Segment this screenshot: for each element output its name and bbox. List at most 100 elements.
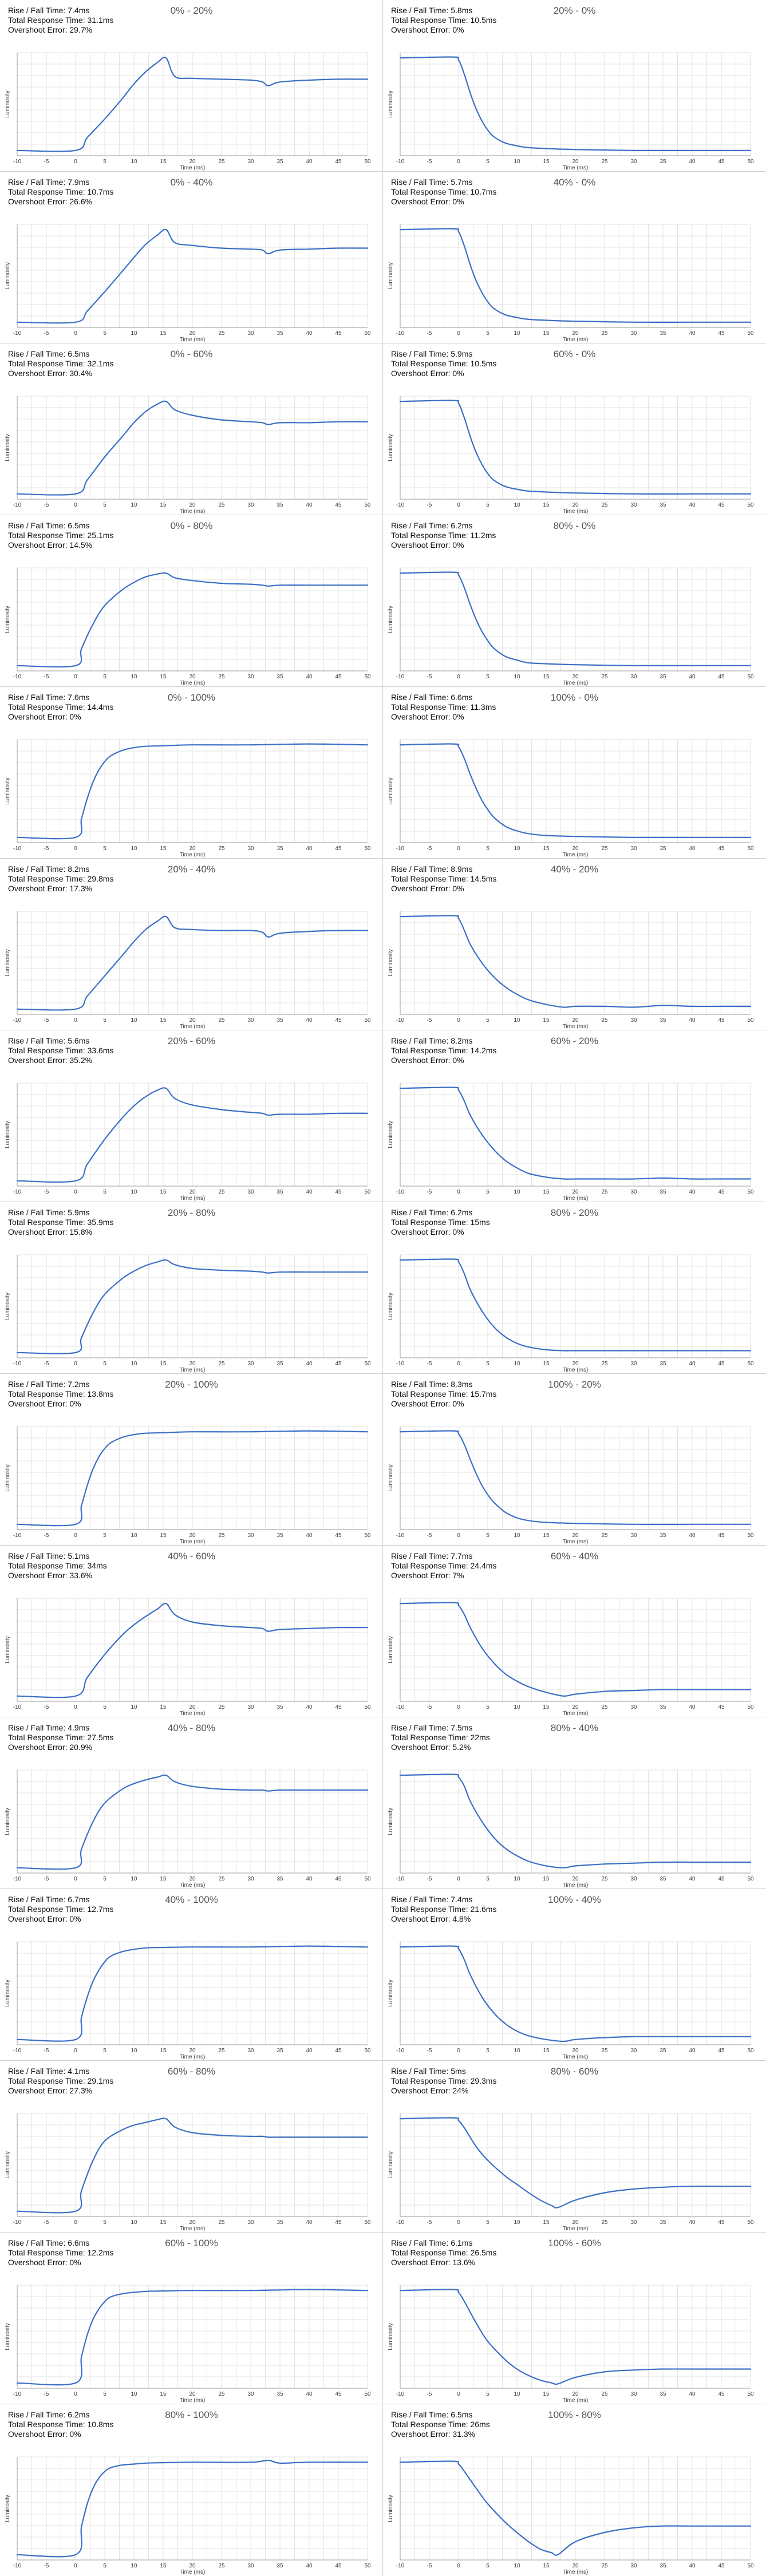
stat-line: Total Response Time: 12.2ms: [8, 2248, 114, 2257]
x-tick-label: 40: [689, 1189, 696, 1195]
luminosity-series-line: [399, 2289, 752, 2385]
x-axis-label: Time (ms): [563, 1882, 589, 1888]
x-tick-label: 45: [718, 1017, 725, 1024]
x-tick-label: 20: [572, 159, 579, 165]
x-tick-label: 25: [601, 502, 608, 508]
x-tick-label: 30: [630, 2048, 637, 2054]
x-axis-label: Time (ms): [563, 2226, 589, 2232]
x-tick-label: 20: [189, 159, 196, 165]
x-tick-label: 30: [247, 2219, 254, 2226]
x-tick-label: 50: [747, 1532, 754, 1539]
chart-title: 40% - 60%: [167, 1551, 216, 1562]
x-tick-label: 25: [218, 1532, 225, 1539]
x-tick-label: 40: [306, 330, 313, 337]
x-tick-label: 5: [103, 1189, 106, 1195]
response-stats: Rise / Fall Time: 8.2ms Total Response Ti…: [8, 864, 113, 894]
response-stats: Rise / Fall Time: 7.5ms Total Response Ti…: [391, 1723, 490, 1752]
x-tick-label: 30: [247, 502, 254, 508]
x-tick-label: 15: [160, 1189, 167, 1195]
x-tick-label: 25: [218, 330, 225, 337]
stat-line: Total Response Time: 22ms: [391, 1733, 490, 1742]
x-tick-label: 25: [218, 1704, 225, 1710]
x-tick-label: 15: [543, 1876, 550, 1882]
x-tick-label: 30: [247, 2048, 254, 2054]
y-axis-label: Luminosity: [5, 1636, 11, 1664]
x-tick-label: 0: [457, 846, 460, 852]
x-tick-label: 5: [103, 2391, 106, 2397]
response-stats: Rise / Fall Time: 6.2ms Total Response Ti…: [8, 2410, 113, 2439]
chart-panel: Rise / Fall Time: 6.2ms Total Response Ti…: [0, 2404, 383, 2576]
line-chart: -10 -5 0 5 10 15 20 25 30 35 40 45 50 Time (ms) Lumino…: [388, 1598, 754, 1717]
response-stats: Rise / Fall Time: 6.6ms Total Response Ti…: [391, 693, 496, 722]
x-tick-label: 50: [364, 1189, 371, 1195]
x-tick-label: 25: [218, 1017, 225, 1024]
stat-line: Overshoot Error: 26.6%: [8, 197, 93, 206]
gridlines: [17, 2113, 368, 2217]
x-axis-label: Time (ms): [563, 165, 589, 171]
x-tick-label: 45: [718, 1532, 725, 1539]
x-tick-label: 40: [689, 846, 696, 852]
x-tick-label: 50: [364, 2391, 371, 2397]
x-tick-label: 5: [486, 159, 489, 165]
x-tick-label: 30: [630, 1361, 637, 1367]
x-tick-label: 10: [514, 2563, 520, 2569]
gridlines: [17, 2285, 368, 2389]
x-tick-label: 45: [335, 330, 342, 337]
chart-title: 60% - 40%: [550, 1551, 599, 1562]
stat-line: Overshoot Error: 0%: [391, 25, 464, 34]
luminosity-series-line: [399, 1773, 752, 1868]
x-tick-label: 0: [74, 2391, 77, 2397]
x-tick-label: 20: [572, 2048, 579, 2054]
luminosity-series-line: [399, 228, 752, 323]
x-tick-label: 5: [486, 2048, 489, 2054]
luminosity-series-line: [399, 1430, 752, 1525]
x-tick-label: 5: [103, 1017, 106, 1024]
x-tick-label: 35: [660, 1532, 666, 1539]
line-chart: -10 -5 0 5 10 15 20 25 30 35 40 45 50 Time (ms) Lumino…: [388, 1426, 754, 1545]
chart-title: 100% - 20%: [548, 1379, 601, 1390]
stat-line: Total Response Time: 27.5ms: [8, 1733, 114, 1742]
chart-panel: Rise / Fall Time: 7.6ms Total Response Ti…: [0, 687, 383, 859]
stat-line: Total Response Time: 15ms: [391, 1218, 490, 1227]
chart-title: 100% - 80%: [548, 2409, 601, 2420]
chart-panel: Rise / Fall Time: 4.9ms Total Response Ti…: [0, 1717, 383, 1889]
luminosity-series-line: [16, 400, 369, 496]
chart-panel: Rise / Fall Time: 8.3ms Total Response Ti…: [383, 1374, 766, 1546]
x-tick-label: 45: [718, 674, 725, 680]
x-tick-label: 45: [335, 1017, 342, 1024]
x-tick-label: 40: [689, 159, 696, 165]
x-tick-label: 45: [718, 2391, 725, 2397]
stat-line: Total Response Time: 13.8ms: [8, 1389, 114, 1398]
response-stats: Rise / Fall Time: 6.5ms Total Response Ti…: [8, 521, 113, 550]
x-tick-label: 35: [660, 1017, 666, 1024]
x-tick-label: 20: [572, 1876, 579, 1882]
x-tick-label: -5: [427, 502, 432, 508]
x-tick-label: 50: [364, 1876, 371, 1882]
x-tick-label: 50: [364, 674, 371, 680]
x-tick-label: 20: [189, 1189, 196, 1195]
line-chart: -10 -5 0 5 10 15 20 25 30 35 40 45 50 Time (ms) Lumino…: [5, 1082, 371, 1202]
y-axis-label: Luminosity: [5, 606, 11, 633]
x-tick-label: 40: [689, 2219, 696, 2226]
y-axis-label: Luminosity: [388, 1980, 394, 2007]
stat-line: Total Response Time: 25.1ms: [8, 531, 114, 540]
stat-line: Overshoot Error: 0%: [8, 1914, 81, 1923]
chart-title: 100% - 0%: [550, 692, 599, 703]
stat-line: Total Response Time: 32.1ms: [8, 359, 114, 368]
x-tick-label: 20: [189, 330, 196, 337]
x-tick-label: -5: [44, 846, 49, 852]
x-tick-label: 30: [630, 2563, 637, 2569]
chart-panel: Rise / Fall Time: 7.7ms Total Response Ti…: [383, 1546, 766, 1717]
x-tick-label: 35: [660, 1704, 666, 1710]
chart-panel: Rise / Fall Time: 8.2ms Total Response Ti…: [383, 1030, 766, 1202]
chart-panel: Rise / Fall Time: 5.7ms Total Response Ti…: [383, 172, 766, 343]
x-tick-label: 15: [160, 502, 167, 508]
line-chart: -10 -5 0 5 10 15 20 25 30 35 40 45 50 Time (ms) Lumino…: [5, 52, 371, 171]
x-tick-label: 15: [160, 330, 167, 337]
gridlines: [17, 1082, 368, 1187]
x-tick-label: -10: [13, 1704, 22, 1710]
chart-title: 60% - 100%: [165, 2238, 218, 2249]
x-tick-label: 0: [457, 1361, 460, 1367]
x-tick-label: 20: [572, 1704, 579, 1710]
x-tick-label: 10: [131, 502, 137, 508]
